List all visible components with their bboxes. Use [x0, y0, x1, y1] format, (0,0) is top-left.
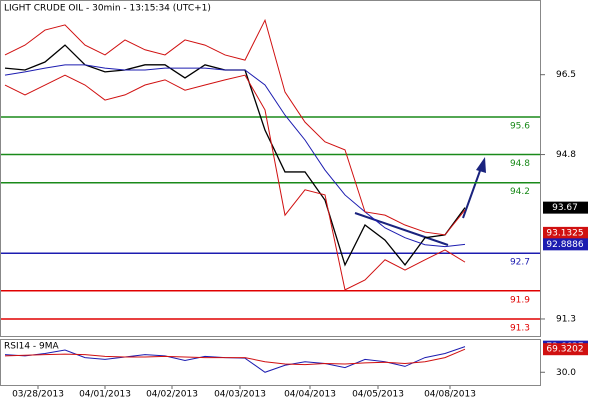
x-tick-label: 04/05/2013	[352, 390, 404, 400]
price-tag-box	[543, 201, 588, 214]
x-tick-label: 04/03/2013	[214, 390, 266, 400]
x-tick-label: 03/28/2013	[12, 390, 64, 400]
x-tick-label: 04/04/2013	[284, 390, 336, 400]
arrow-head	[476, 157, 486, 173]
price-tag-box	[543, 238, 588, 251]
series-line	[4, 74, 466, 291]
arrow-shaft	[462, 167, 482, 219]
price-tag-box	[543, 343, 588, 356]
price-tag: 69.3202	[546, 345, 583, 355]
price-tag: 93.1325	[546, 228, 583, 238]
price-tag: 93.67	[552, 203, 578, 213]
level-label: 94.2	[510, 187, 530, 197]
level-label: 91.9	[510, 295, 530, 305]
y-tick-label: 96.5	[556, 70, 576, 80]
level-label: 95.6	[510, 121, 530, 131]
chart-title: LIGHT CRUDE OIL - 30min - 13:15:34 (UTC+…	[4, 4, 211, 14]
level-label: 91.3	[510, 323, 530, 333]
series-line	[4, 18, 466, 236]
series-line	[4, 348, 466, 366]
level-label: 92.7	[510, 258, 530, 268]
x-tick-label: 04/02/2013	[146, 390, 198, 400]
rsi-frame	[0, 339, 541, 386]
y-tick-label: 30.0	[556, 368, 576, 378]
price-tag-box	[543, 226, 588, 239]
main-frame	[0, 0, 541, 337]
y-tick-label: 91.3	[556, 314, 576, 324]
y-tick-label: 94.8	[556, 150, 576, 160]
rsi-title: RSI14 - 9MA	[4, 342, 60, 352]
level-label: 94.8	[510, 159, 530, 169]
trend-line	[354, 212, 449, 246]
price-tag: 92.8886	[546, 240, 583, 250]
series-line	[4, 64, 466, 248]
x-tick-label: 04/08/2013	[424, 390, 476, 400]
x-tick-label: 04/01/2013	[79, 390, 131, 400]
